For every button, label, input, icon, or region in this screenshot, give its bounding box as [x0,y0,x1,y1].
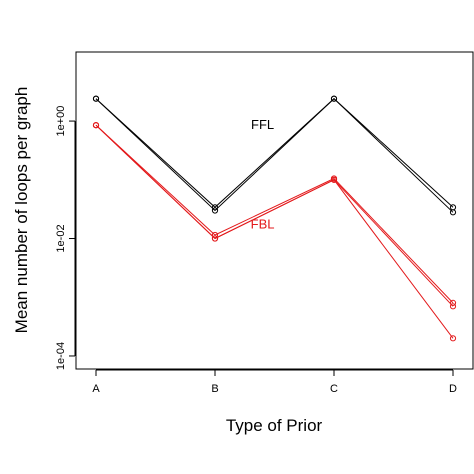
y-tick-label: 1e-04 [55,342,67,370]
annotation-ffl: FFL [251,117,274,132]
y-tick-label: 1e+00 [55,106,67,137]
data-point [449,303,457,310]
series-line-ffl-1 [95,98,454,208]
data-point [449,209,457,216]
plot-frame [75,51,474,370]
data-point [330,176,338,183]
data-point [211,231,219,239]
x-axis: A B C D [92,369,457,395]
data-point [211,207,219,214]
y-tick-label: 1e-02 [55,224,67,252]
x-tick-label: C [330,383,338,395]
y-axis-title: Mean number of loops per graph [12,87,31,334]
annotation-layer: FFL FBL [251,117,275,232]
y-axis: 1e-04 1e-02 1e+00 [55,106,76,370]
x-axis-title: Type of Prior [226,416,323,435]
x-tick-label: B [211,383,218,395]
series-layer [92,95,457,342]
data-point [449,335,457,342]
series-line-fbl-3 [95,124,454,304]
data-point [211,235,219,242]
data-point [330,95,338,102]
x-tick-label: D [449,383,457,395]
series-line-fbl-5 [95,124,454,339]
series-line-ffl-2 [95,98,454,213]
annotation-fbl: FBL [251,217,275,232]
data-point [92,95,100,102]
data-point [92,122,100,129]
x-tick-label: A [92,383,100,395]
